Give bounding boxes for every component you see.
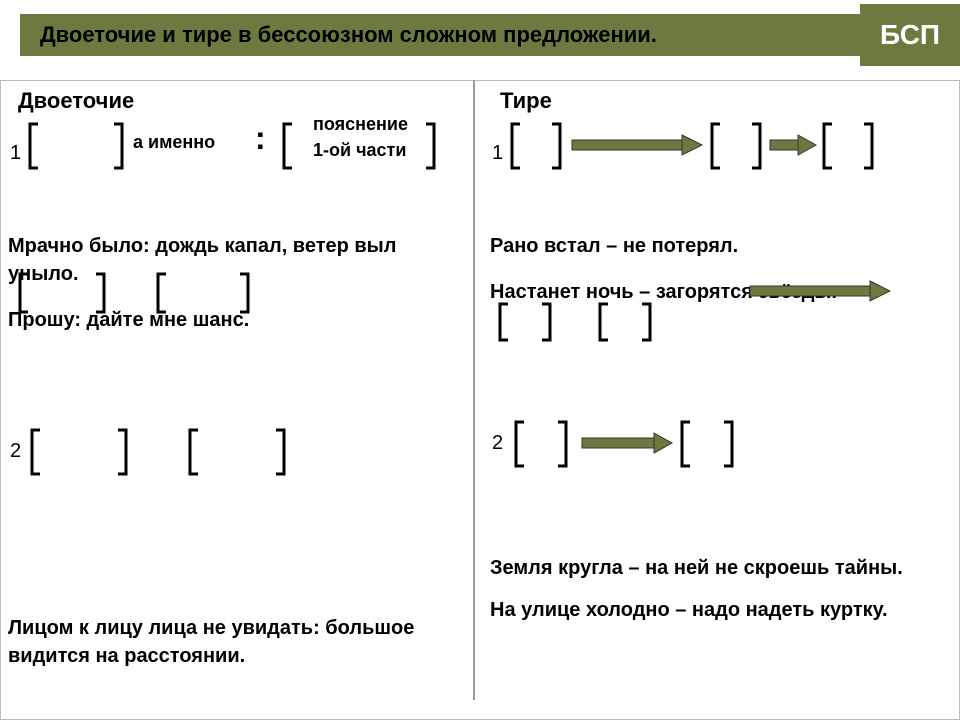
- colon-examples-2: Прошу: дайте мне шанс.: [8, 306, 458, 344]
- dash-row2-brackets: [490, 416, 940, 486]
- header-title: Двоеточие и тире в бессоюзном сложном пр…: [40, 22, 657, 48]
- colon-row2-brackets: [8, 424, 458, 494]
- dash-row1-diagram: 1: [490, 112, 940, 182]
- dash-ex3: Земля кругла – на ней не скроешь тайны.: [490, 554, 940, 582]
- dash-examples-3: Земля кругла – на ней не скроешь тайны. …: [490, 554, 940, 634]
- colon-row1-brackets: [8, 112, 458, 182]
- dash-mid-brackets: [490, 298, 940, 348]
- dash-ex1: Рано встал – не потерял.: [490, 232, 940, 260]
- dash-column: Тире 1 Рано встал – не потерял. Настанет…: [490, 84, 945, 126]
- dash-title: Тире: [500, 88, 935, 114]
- dash-row1-brackets: [490, 112, 940, 182]
- colon-row2-diagram: 2: [8, 424, 458, 494]
- dash-row2-diagram: 2: [490, 416, 940, 486]
- colon-title: Двоеточие: [18, 88, 453, 114]
- header-badge-text: БСП: [880, 19, 940, 51]
- column-divider: [473, 80, 475, 700]
- header-bar: Двоеточие и тире в бессоюзном сложном пр…: [20, 14, 860, 56]
- colon-examples-3: Лицом к лицу лица не увидать: большое ви…: [8, 614, 458, 680]
- colon-ex3: Лицом к лицу лица не увидать: большое ви…: [8, 614, 458, 670]
- dash-ex4: На улице холодно – надо надеть куртку.: [490, 596, 940, 624]
- colon-ex2: Прошу: дайте мне шанс.: [8, 306, 458, 334]
- colon-row1-diagram: 1 а именно : пояснение 1-ой части: [8, 112, 458, 182]
- colon-column: Двоеточие 1 а именно : пояснение 1-ой ча…: [8, 84, 463, 126]
- header-badge: БСП: [860, 4, 960, 66]
